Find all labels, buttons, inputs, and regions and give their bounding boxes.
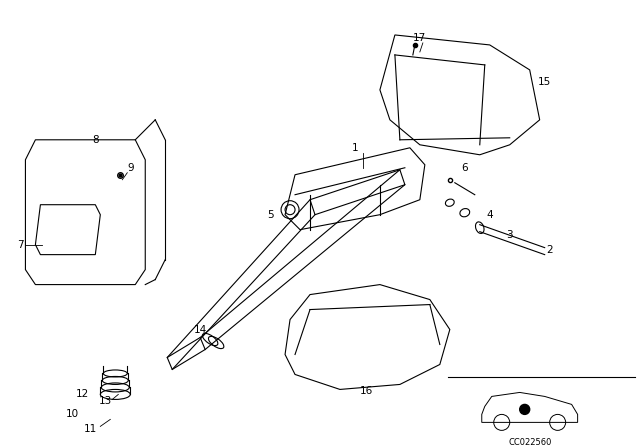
Text: 2: 2 [547, 245, 553, 254]
Text: 10: 10 [66, 409, 79, 419]
Text: 14: 14 [193, 324, 207, 335]
Text: 4: 4 [486, 210, 493, 220]
Circle shape [520, 405, 530, 414]
Text: 7: 7 [17, 240, 24, 250]
Text: 3: 3 [506, 230, 513, 240]
Text: 5: 5 [267, 210, 273, 220]
Text: 11: 11 [84, 424, 97, 435]
Text: 6: 6 [461, 163, 468, 173]
Text: 13: 13 [99, 396, 112, 406]
Text: CC022560: CC022560 [508, 438, 552, 447]
Text: 17: 17 [413, 33, 426, 43]
Text: 15: 15 [538, 77, 551, 87]
Text: 16: 16 [360, 387, 374, 396]
Text: 12: 12 [76, 389, 89, 400]
Text: 9: 9 [127, 163, 134, 173]
Text: 8: 8 [92, 135, 99, 145]
Text: 1: 1 [351, 143, 358, 153]
